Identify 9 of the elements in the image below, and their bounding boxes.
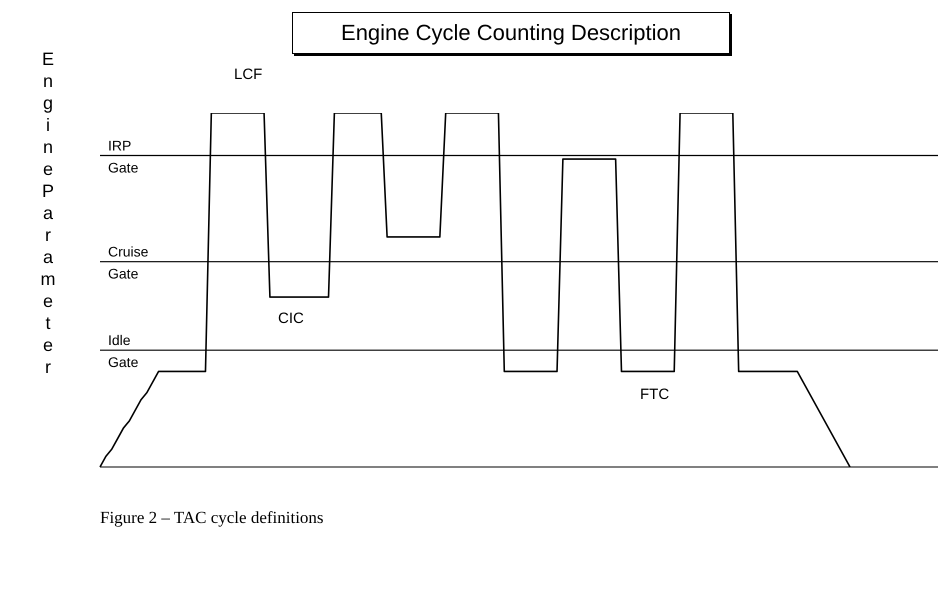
caption: Figure 2 – TAC cycle definitions	[100, 508, 324, 528]
ref-line-label: IRP Gate	[108, 137, 139, 176]
text: Engine Parameter	[40, 49, 56, 377]
ref-line-label: Idle Gate	[108, 332, 139, 370]
chart-title: Engine Cycle Counting Description	[292, 12, 730, 54]
text: LCF	[234, 66, 262, 83]
annotation: CIC	[278, 310, 304, 327]
annotation: FTC	[640, 386, 670, 403]
ref-line-label: Cruise Gate	[108, 244, 149, 282]
